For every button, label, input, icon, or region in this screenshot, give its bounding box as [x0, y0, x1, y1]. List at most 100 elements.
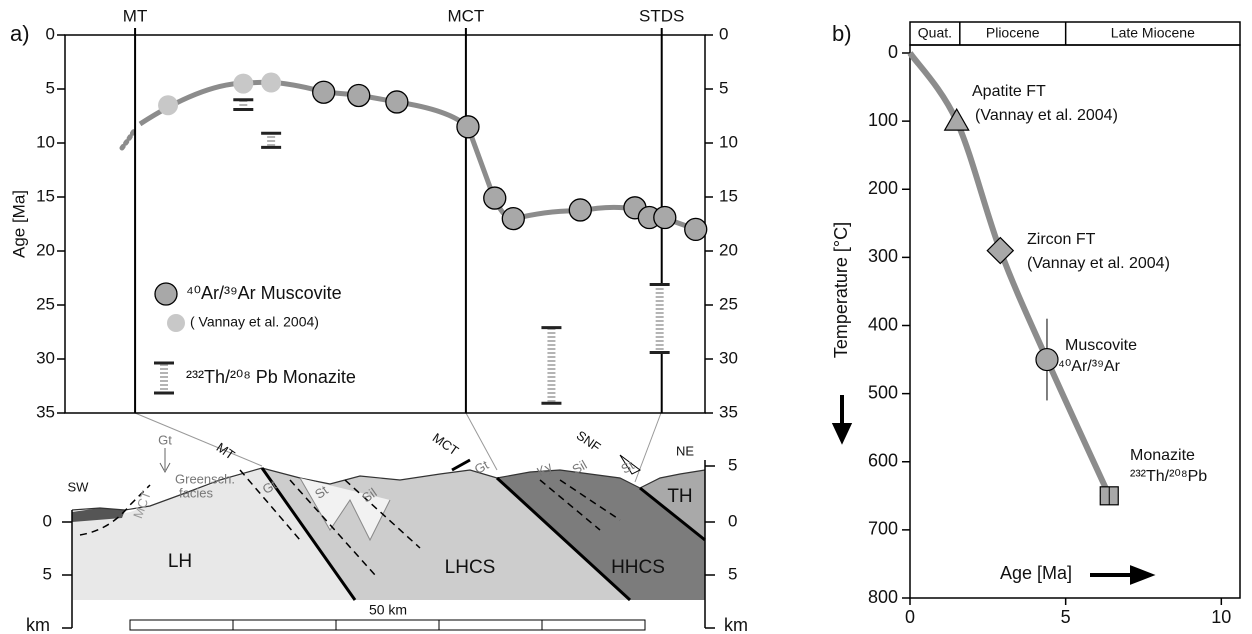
data-point — [347, 83, 371, 108]
section-label: facies — [179, 485, 213, 500]
range-fill — [655, 284, 664, 353]
depth-label: 5 — [728, 564, 737, 583]
y-tick-label: 35 — [36, 402, 55, 421]
data-point — [158, 95, 179, 116]
data-point — [1035, 347, 1059, 372]
section-label: Ky — [534, 459, 555, 480]
data-point — [456, 115, 480, 139]
data-point — [483, 186, 507, 210]
section-label: Sil — [359, 485, 380, 506]
section-label: Sil — [569, 457, 589, 477]
fault-label: MT — [123, 6, 148, 25]
y-tick-label: 700 — [868, 519, 898, 539]
point-label: ⁴⁰Ar/³⁹Ar — [1058, 358, 1121, 375]
y-tick-label: 800 — [868, 587, 898, 607]
data-point — [986, 236, 1015, 265]
section-label: LHCS — [445, 557, 496, 578]
age-range — [233, 98, 254, 112]
age-range — [649, 282, 670, 355]
epoch-label: Late Miocene — [1111, 25, 1195, 41]
y-tick-label: 200 — [868, 178, 898, 198]
epoch-label: Quat. — [918, 25, 952, 41]
y-axis-label: Temperature [°C] — [831, 222, 851, 358]
section-label: St — [618, 457, 636, 476]
chart-layer: a) Age [Ma] 0 0 5 5 10 10 15 15 20 20 25 25 30 30 35 35 MT… — [9, 6, 1241, 634]
data-point — [501, 206, 525, 231]
section-label: MT — [214, 440, 238, 463]
y-tick-label: 5 — [46, 78, 55, 97]
point-label: Monazite — [1130, 447, 1195, 464]
y-tick-label: 300 — [868, 246, 898, 266]
depth-label: 5 — [43, 564, 52, 583]
section-label: SW — [68, 479, 90, 494]
x-tick-label: 0 — [905, 607, 915, 627]
section-label: TH — [667, 486, 692, 507]
age-range — [261, 131, 282, 149]
fault-label: MCT — [447, 6, 484, 25]
y-tick-label: 100 — [868, 110, 898, 130]
y-tick-label: 25 — [36, 294, 55, 313]
data-point — [943, 107, 970, 131]
x-tick-label: 5 — [1061, 607, 1071, 627]
scale-label: 50 km — [369, 602, 407, 618]
y-tick-label: 400 — [868, 314, 898, 334]
range-fill — [267, 133, 276, 148]
y2-tick-label: 25 — [719, 294, 738, 313]
data-point — [385, 90, 409, 114]
data-point — [653, 205, 677, 230]
y-tick-label: 20 — [36, 240, 55, 259]
y2-tick-label: 15 — [719, 186, 738, 205]
section-label: LH — [168, 551, 192, 572]
data-point — [568, 198, 592, 222]
y2-tick-label: 30 — [719, 348, 738, 367]
y2-tick-label: 35 — [719, 402, 738, 421]
arrow — [1090, 565, 1156, 585]
data-point — [684, 217, 708, 242]
age-range — [541, 326, 562, 405]
legend-symbol — [154, 282, 178, 306]
point-label: Zircon FT — [1027, 231, 1096, 248]
legend-symbol — [160, 363, 168, 393]
section-label: MCT — [430, 430, 462, 458]
legend-label: ⁴⁰Ar/³⁹Ar Muscovite — [186, 283, 342, 303]
plot-frame — [64, 34, 706, 414]
depth-label: 0 — [43, 511, 52, 530]
legend-label: ²³²Th/²⁰⁸ Pb Monazite — [186, 367, 356, 387]
y-tick-label: 500 — [868, 382, 898, 402]
y-axis-label: Age [Ma] — [9, 190, 28, 258]
data-point — [261, 72, 282, 93]
y-tick-label: 10 — [36, 132, 55, 151]
epoch-label: Pliocene — [986, 25, 1040, 41]
y-tick-label: 15 — [36, 186, 55, 205]
data-point — [233, 73, 254, 94]
x-tick-label: 10 — [1211, 607, 1231, 627]
section-label: HHCS — [611, 557, 665, 578]
panel-label: a) — [10, 21, 30, 46]
panel-label: b) — [832, 21, 852, 46]
section-label: Greensch. — [175, 471, 235, 486]
section-label: Gt — [158, 432, 172, 447]
point-label: Apatite FT — [972, 83, 1046, 100]
legend-label: ( Vannay et al. 2004) — [190, 314, 319, 330]
epoch-bar — [909, 21, 1241, 46]
y-tick-label: 0 — [888, 42, 898, 62]
legend-symbol — [167, 314, 185, 332]
y-tick-label: 600 — [868, 451, 898, 471]
range-fill — [239, 99, 248, 110]
arrow — [831, 395, 853, 445]
cross-section — [71, 412, 706, 631]
depth-label: 5 — [728, 455, 737, 474]
y2-tick-label: 5 — [719, 78, 728, 97]
y2-tick-label: 10 — [719, 132, 738, 151]
point-label: Muscovite — [1065, 337, 1137, 354]
y2-tick-label: 20 — [719, 240, 738, 259]
depth-unit: km — [724, 615, 748, 634]
x-axis-label: Age [Ma] — [1000, 563, 1072, 583]
point-label: (Vannay et al. 2004) — [975, 107, 1118, 124]
point-label: (Vannay et al. 2004) — [1027, 255, 1170, 272]
section-label: SNF — [574, 428, 604, 455]
trend-curve — [138, 79, 696, 232]
range-fill — [547, 327, 556, 404]
depth-unit: km — [26, 615, 50, 634]
